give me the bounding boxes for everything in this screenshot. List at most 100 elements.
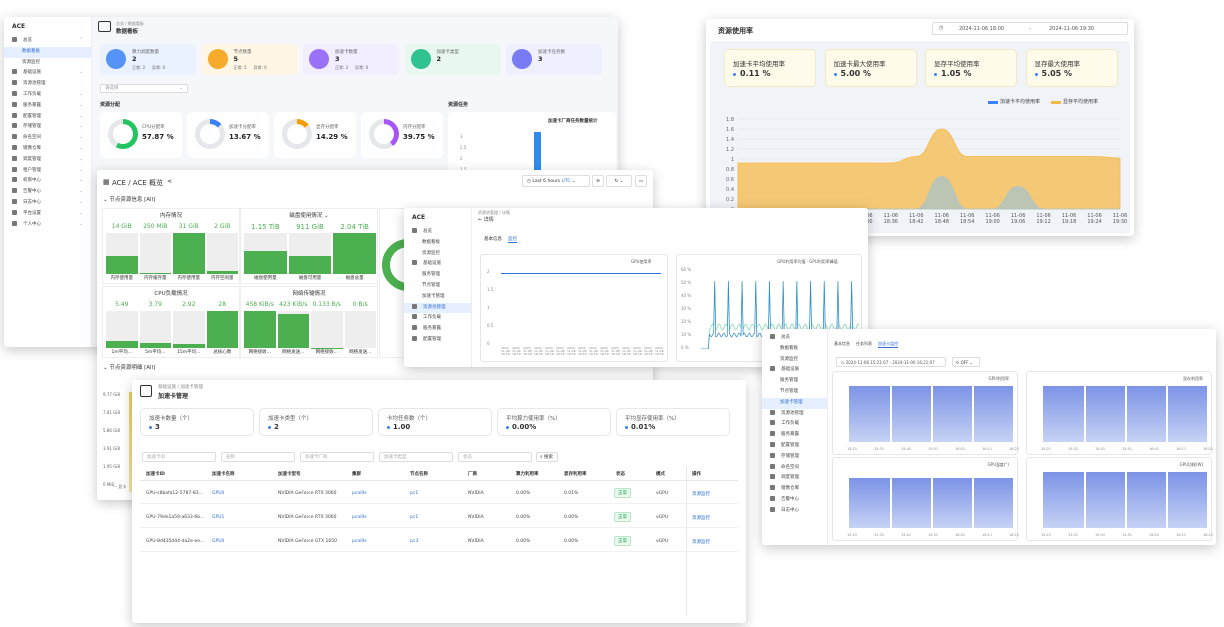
sidebar-item[interactable]: 镜像仓库 — [762, 484, 827, 495]
refresh-toggle[interactable]: ↻ OFF ⌄ — [952, 357, 980, 367]
sidebar-item[interactable]: 基础设施 ⌄ — [4, 68, 91, 79]
xtick: 2024 11-06 18:18 — [589, 346, 598, 357]
refresh-button[interactable]: ↻ ⌄ — [606, 175, 632, 187]
card-stat-value: 0.01% — [631, 423, 656, 431]
sidebar-item[interactable]: 存储管理 ⌄ — [4, 122, 91, 133]
sidebar-item[interactable]: 平台设置 ⌄ — [4, 209, 91, 220]
sidebar-item[interactable]: 租户管理 ⌄ — [4, 166, 91, 177]
xtick: 16:01 — [955, 447, 966, 451]
table-link[interactable]: pcai9s — [352, 491, 367, 496]
sidebar-item[interactable]: 基础设施 — [404, 259, 471, 270]
filter-input[interactable]: 状态 — [458, 452, 532, 462]
sidebar-item[interactable]: 节点管理 — [404, 281, 471, 292]
sidebar-item[interactable]: 工作负载 ⌄ — [4, 90, 91, 101]
monitor-tab[interactable]: 加速卡监控 — [878, 341, 898, 348]
xtick: 2024 11-06 18:18 — [578, 346, 587, 357]
sidebar-item[interactable]: 个人中心 ⌄ — [4, 220, 91, 231]
xtick: 16:11 — [1176, 533, 1187, 537]
sidebar-item[interactable]: 镜像仓库 ⌄ — [4, 144, 91, 155]
sidebar-item[interactable]: 资源池管理 — [4, 79, 91, 90]
sidebar-item[interactable]: 资源监控 — [762, 355, 827, 366]
sidebar-item[interactable]: 命名空间 — [762, 463, 827, 474]
sidebar-item[interactable]: 服务暴露 ⌄ — [4, 101, 91, 112]
sidebar-item[interactable]: 工作负载 — [404, 313, 471, 324]
sidebar-item[interactable]: 存储管理 — [762, 452, 827, 463]
sidebar-item[interactable]: 配置管理 — [404, 335, 471, 346]
tv-mode-button[interactable]: ▭ — [635, 175, 647, 187]
sidebar-item-label: 权限中心 — [23, 178, 41, 184]
sidebar-item-label: 加速卡管理 — [780, 399, 803, 405]
table-cell: GPU-79de1a59-a633-6b... — [146, 515, 205, 520]
filter-input[interactable]: 名称 — [221, 452, 295, 462]
monitor-link[interactable]: 资源监控 — [692, 516, 710, 521]
usage-card-label: 显存最大使用率 — [1034, 60, 1081, 68]
section-task: 资源任务 — [448, 102, 469, 108]
table-link[interactable]: pcai9s — [352, 539, 367, 544]
sidebar-item[interactable]: 数据看板 — [762, 344, 827, 355]
sidebar-item[interactable]: 日志中心 — [762, 506, 827, 517]
sidebar-item[interactable]: 调度管理 — [762, 473, 827, 484]
xtick-time: 18:54 — [960, 219, 974, 225]
sidebar-item[interactable]: 配置管理 ⌄ — [4, 112, 91, 123]
back-link[interactable]: ← 详情 — [478, 217, 494, 223]
sidebar-item[interactable]: 告警中心 — [762, 495, 827, 506]
sidebar-item[interactable]: 服务管理 — [404, 270, 471, 281]
table-link[interactable]: GPU1 — [212, 515, 225, 520]
monitor-link[interactable]: 资源监控 — [692, 540, 710, 545]
monitor-tab[interactable]: 任务列表 — [856, 341, 872, 346]
app-logo: ACE — [412, 214, 426, 221]
pool-select[interactable]: 请选择 ⌄ — [100, 84, 188, 93]
sidebar-item[interactable]: 资源池管理 — [762, 409, 827, 420]
stat-card: 算力调度数量 2 正常: 2 异常: 0 — [100, 44, 196, 75]
sidebar-item[interactable]: 命名空间 ⌄ — [4, 133, 91, 144]
filter-input[interactable]: 加速卡ID — [142, 452, 216, 462]
sidebar-item[interactable]: 数据看板 — [4, 46, 91, 58]
sidebar-item[interactable]: 服务暴露 — [762, 430, 827, 441]
sidebar-item[interactable]: 资源监控 — [4, 58, 91, 69]
monitor-tab[interactable]: 基本信息 — [834, 341, 850, 346]
monitor-link[interactable]: 资源监控 — [692, 492, 710, 497]
sidebar-item[interactable]: 节点管理 — [762, 387, 827, 398]
sidebar-item[interactable]: 服务暴露 — [404, 324, 471, 335]
search-button[interactable]: ⌕ 搜索 — [536, 452, 558, 462]
tab-monitor[interactable]: 监控 — [508, 237, 517, 243]
time-range-button[interactable]: ◷ Last 6 hours UTC ⌄ — [522, 175, 590, 187]
card-stat-value: 0.00% — [512, 423, 537, 431]
date-range-picker[interactable]: ◷ 2024-11-06 15:21:07 - 2024-11-06 16:21… — [836, 357, 946, 367]
sidebar-item[interactable]: 总览 — [762, 333, 827, 344]
card-stat-label: 卡均任务数（个） — [387, 416, 432, 422]
table-link[interactable]: GPU0 — [212, 491, 225, 496]
sidebar-item[interactable]: 服务管理 — [762, 376, 827, 387]
time-range-picker[interactable]: ◷ 2024-11-06 18:00 - 2024-11-06 19:30 — [932, 22, 1128, 35]
sidebar-item[interactable]: 加速卡管理 — [404, 292, 471, 303]
menu-icon — [412, 325, 417, 331]
table-link[interactable]: pcai9s — [352, 515, 367, 520]
sidebar-item[interactable]: 日志中心 ⌄ — [4, 198, 91, 209]
sidebar-item[interactable]: 数据看板 — [404, 238, 471, 249]
table-link[interactable]: pc1 — [410, 515, 419, 520]
page-title: 加速卡管理 — [158, 393, 189, 400]
table-link[interactable]: pc3 — [410, 539, 419, 544]
sidebar-item[interactable]: 调度管理 ⌄ — [4, 155, 91, 166]
zoom-out-button[interactable]: ⊖ — [592, 175, 604, 187]
table-link[interactable]: pc1 — [410, 491, 419, 496]
tab-basic[interactable]: 基本信息 — [484, 237, 502, 242]
sidebar-item-label: 服务暴露 — [423, 326, 441, 332]
sidebar-item[interactable]: 告警中心 ⌄ — [4, 187, 91, 198]
bar-track — [277, 311, 309, 348]
filter-input[interactable]: 加速卡类型 — [379, 452, 453, 462]
table-link[interactable]: GPU0 — [212, 539, 225, 544]
sidebar-item[interactable]: 资源池管理 — [404, 302, 471, 314]
sidebar-item[interactable]: 配置管理 — [762, 441, 827, 452]
sidebar-item[interactable]: 基础设施 — [762, 365, 827, 376]
sidebar-item[interactable]: 总览 ⌃ — [4, 36, 91, 47]
ytick: 20 % — [681, 319, 692, 324]
monitor-chart: GPU功耗(W) 15:21 15:31 15:41 15:51 16:01 16:11 16… — [1026, 457, 1213, 541]
sidebar-item[interactable]: 资源监控 — [404, 249, 471, 260]
sidebar-item[interactable]: 加速卡管理 — [762, 397, 827, 409]
sidebar-item[interactable]: 权限中心 ⌄ — [4, 176, 91, 187]
sidebar-item[interactable]: 总览 — [404, 227, 471, 238]
filter-input[interactable]: 加速卡厂商 — [300, 452, 374, 462]
sidebar-item-label: 资源监控 — [780, 356, 798, 362]
sidebar-item[interactable]: 工作负载 — [762, 419, 827, 430]
